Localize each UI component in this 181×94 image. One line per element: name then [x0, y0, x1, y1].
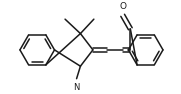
Text: N: N	[73, 83, 80, 92]
Text: O: O	[119, 2, 126, 11]
